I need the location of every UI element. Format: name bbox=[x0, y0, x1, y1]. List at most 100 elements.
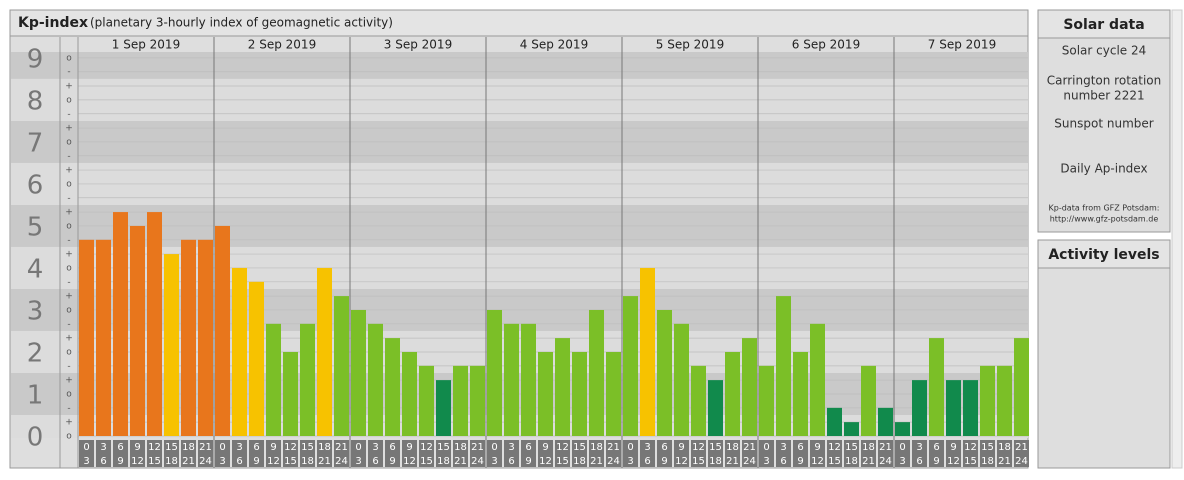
bar bbox=[844, 422, 859, 436]
hour-label: 18 bbox=[590, 442, 603, 453]
bar bbox=[198, 239, 213, 436]
hour-label: 21 bbox=[318, 456, 331, 467]
hour-box bbox=[589, 440, 604, 467]
bar bbox=[691, 365, 706, 436]
band bbox=[11, 52, 1028, 79]
bar bbox=[436, 380, 451, 436]
hour-label: 18 bbox=[981, 456, 994, 467]
hour-box bbox=[674, 440, 689, 467]
hour-box bbox=[453, 440, 468, 467]
hour-label: 24 bbox=[879, 456, 892, 467]
hour-label: 18 bbox=[301, 456, 314, 467]
bar bbox=[827, 407, 842, 436]
hour-label: 18 bbox=[998, 442, 1011, 453]
hour-box bbox=[402, 440, 417, 467]
hour-box bbox=[555, 440, 570, 467]
hour-label: 12 bbox=[131, 456, 144, 467]
hour-label: 12 bbox=[947, 456, 960, 467]
hour-box bbox=[470, 440, 485, 467]
title-bar bbox=[9, 9, 1029, 37]
hour-box bbox=[657, 440, 672, 467]
hour-label: 9 bbox=[117, 456, 123, 467]
hour-box bbox=[249, 440, 264, 467]
hour-label: 6 bbox=[253, 442, 259, 453]
source: Kp-data from GFZ Potsdam: bbox=[1049, 204, 1160, 213]
y-tick-label: 2 bbox=[27, 338, 44, 368]
bar bbox=[946, 380, 961, 436]
solar-cycle: Solar cycle 24 bbox=[1062, 44, 1147, 58]
bar bbox=[657, 309, 672, 436]
bar bbox=[878, 407, 893, 436]
hour-label: 18 bbox=[454, 442, 467, 453]
hour-label: 15 bbox=[981, 442, 994, 453]
hour-box bbox=[385, 440, 400, 467]
y-tick-label: 8 bbox=[27, 86, 44, 116]
hour-box bbox=[198, 440, 213, 467]
bar bbox=[929, 338, 944, 436]
bar bbox=[334, 296, 349, 436]
hour-box bbox=[776, 440, 791, 467]
hour-label: 15 bbox=[420, 456, 433, 467]
y-tick-label: 3 bbox=[27, 296, 44, 326]
solar-panel bbox=[1037, 9, 1171, 233]
bar bbox=[521, 323, 536, 436]
hour-label: 9 bbox=[270, 442, 276, 453]
hour-box bbox=[878, 440, 893, 467]
hour-label: 9 bbox=[933, 456, 939, 467]
levels-panel bbox=[1037, 239, 1171, 469]
hour-box bbox=[895, 440, 910, 467]
day-label: 3 Sep 2019 bbox=[384, 38, 452, 52]
hour-box bbox=[317, 440, 332, 467]
hour-label: 15 bbox=[964, 456, 977, 467]
minor-tick-label: - bbox=[67, 403, 70, 413]
hour-label: 6 bbox=[797, 442, 803, 453]
y-tick-label: 0 bbox=[27, 423, 44, 453]
hour-box bbox=[266, 440, 281, 467]
hour-label: 15 bbox=[845, 442, 858, 453]
hour-label: 21 bbox=[454, 456, 467, 467]
y-tick-label: 1 bbox=[27, 380, 44, 410]
hour-box bbox=[725, 440, 740, 467]
bar bbox=[215, 225, 230, 436]
hour-box bbox=[79, 440, 94, 467]
chart-title: Kp-index bbox=[18, 15, 88, 31]
minor-tick-label: o bbox=[66, 347, 72, 357]
minor-tick-label: o bbox=[66, 305, 72, 315]
hour-label: 6 bbox=[117, 442, 123, 453]
hour-label: 21 bbox=[726, 456, 739, 467]
hour-box bbox=[844, 440, 859, 467]
levels-title-bar bbox=[1037, 239, 1171, 269]
hour-label: 3 bbox=[899, 456, 905, 467]
hour-label: 15 bbox=[692, 456, 705, 467]
carrington: number 2221 bbox=[1063, 89, 1144, 103]
bar bbox=[742, 338, 757, 436]
hour-box bbox=[640, 440, 655, 467]
hour-label: 9 bbox=[134, 442, 140, 453]
bar bbox=[266, 323, 281, 436]
hour-label: 12 bbox=[675, 456, 688, 467]
hour-box bbox=[232, 440, 247, 467]
bar bbox=[606, 351, 621, 436]
y-tick-label: 6 bbox=[27, 170, 44, 200]
bar bbox=[96, 239, 111, 436]
bar bbox=[793, 351, 808, 436]
hour-box bbox=[351, 440, 366, 467]
hour-label: 9 bbox=[814, 442, 820, 453]
hour-box bbox=[96, 440, 111, 467]
carrington: Carrington rotation bbox=[1047, 74, 1161, 88]
hour-label: 0 bbox=[355, 442, 361, 453]
bar bbox=[487, 309, 502, 436]
minor-tick-label: + bbox=[65, 334, 73, 344]
hour-label: 12 bbox=[403, 456, 416, 467]
bar bbox=[555, 338, 570, 436]
bar bbox=[640, 267, 655, 436]
bar bbox=[810, 323, 825, 436]
hour-label: 24 bbox=[1015, 456, 1028, 467]
hour-box bbox=[436, 440, 451, 467]
hour-box bbox=[691, 440, 706, 467]
minor-tick-label: o bbox=[66, 389, 72, 399]
hour-label: 3 bbox=[627, 456, 633, 467]
hour-box bbox=[113, 440, 128, 467]
hour-label: 6 bbox=[525, 442, 531, 453]
